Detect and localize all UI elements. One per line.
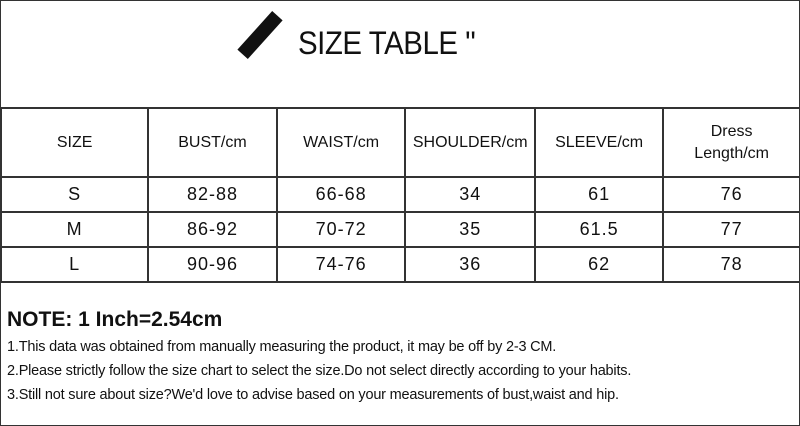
cell: 74-76 bbox=[275, 246, 407, 283]
page-title: SIZE TABLE " bbox=[298, 25, 476, 61]
header-cell: SHOULDER/cm bbox=[404, 107, 536, 178]
header-cell: SLEEVE/cm bbox=[533, 107, 665, 178]
cell: 61 bbox=[533, 176, 665, 213]
table-row: L 90-96 74-76 36 62 78 bbox=[1, 246, 799, 283]
header-cell: BUST/cm bbox=[147, 107, 278, 178]
cell: 34 bbox=[404, 176, 536, 213]
note-line: 3.Still not sure about size?We'd love to… bbox=[7, 387, 619, 403]
cell: L bbox=[1, 246, 150, 283]
header-cell: SIZE bbox=[1, 107, 150, 178]
note-line: 2.Please strictly follow the size chart … bbox=[7, 363, 632, 379]
cell: 66-68 bbox=[275, 176, 407, 213]
cell: 86-92 bbox=[147, 211, 278, 248]
table-row: M 86-92 70-72 35 61.5 77 bbox=[1, 211, 799, 248]
table-row: S 82-88 66-68 34 61 76 bbox=[1, 176, 799, 213]
header-cell: Dress Length/cm bbox=[662, 107, 799, 178]
cell: M bbox=[1, 211, 150, 248]
cell: 62 bbox=[533, 246, 665, 283]
table-header-row: SIZE BUST/cm WAIST/cm SHOULDER/cm SLEEVE… bbox=[1, 107, 799, 178]
cell: S bbox=[1, 176, 150, 213]
cell: 90-96 bbox=[147, 246, 278, 283]
cell: 77 bbox=[662, 211, 799, 248]
cell: 82-88 bbox=[147, 176, 278, 213]
size-table: SIZE BUST/cm WAIST/cm SHOULDER/cm SLEEVE… bbox=[1, 107, 799, 283]
cell: 70-72 bbox=[275, 211, 407, 248]
cell: 61.5 bbox=[533, 211, 665, 248]
cell: 76 bbox=[662, 176, 799, 213]
cell: 35 bbox=[404, 211, 536, 248]
cell: 78 bbox=[662, 246, 799, 283]
note-heading: NOTE: 1 Inch=2.54cm bbox=[7, 308, 223, 331]
header-cell: WAIST/cm bbox=[275, 107, 407, 178]
slash-decoration-icon bbox=[237, 10, 283, 60]
cell: 36 bbox=[404, 246, 536, 283]
note-line: 1.This data was obtained from manually m… bbox=[7, 339, 557, 355]
